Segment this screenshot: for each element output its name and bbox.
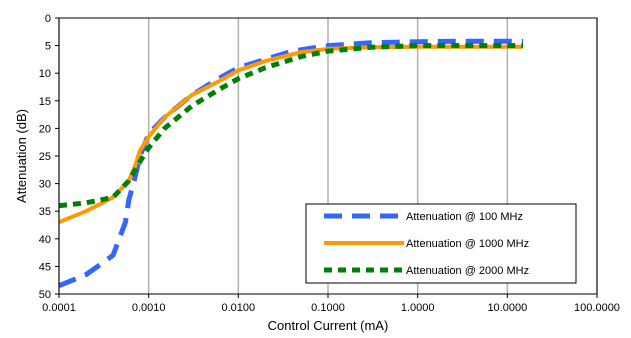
y-tick-label-0: 0 [45, 13, 51, 25]
x-tick-label-1: 0.0010 [132, 302, 166, 314]
series-line-2 [58, 43, 524, 209]
y-tick-label-8: 40 [39, 234, 51, 246]
legend-label-1: Attenuation @ 1000 MHz [406, 238, 529, 250]
legend: Attenuation @ 100 MHz Attenuation @ 1000 … [305, 203, 577, 284]
x-axis-title: Control Current (mA) [268, 318, 389, 333]
y-axis: 0 5 10 15 20 25 30 35 40 45 50 [39, 13, 59, 301]
y-tick-label-7: 35 [39, 206, 51, 218]
x-tick-label-0: 0.0001 [42, 302, 76, 314]
x-tick-label-6: 100.0000 [574, 302, 620, 314]
y-tick-label-4: 20 [39, 123, 51, 135]
y-tick-label-5: 25 [39, 151, 51, 163]
y-tick-label-9: 45 [39, 261, 51, 273]
x-axis: 0.0001 0.0010 0.0100 0.1000 1.0000 10.0000 100… [42, 294, 620, 314]
x-tick-label-2: 0.0100 [222, 302, 256, 314]
legend-label-2: Attenuation @ 2000 MHz [406, 265, 529, 277]
x-tick-label-3: 0.1000 [311, 302, 345, 314]
x-tick-label-5: 10.0000 [487, 302, 527, 314]
x-tick-label-4: 1.0000 [401, 302, 435, 314]
series-lines [58, 38, 524, 289]
y-tick-label-10: 50 [39, 289, 51, 301]
y-tick-label-3: 15 [39, 96, 51, 108]
y-tick-label-6: 30 [39, 179, 51, 191]
y-axis-title: Attenuation (dB) [14, 109, 29, 203]
legend-label-0: Attenuation @ 100 MHz [406, 211, 523, 223]
series-line-0 [58, 38, 524, 289]
y-tick-label-1: 5 [45, 41, 51, 53]
y-tick-label-2: 10 [39, 68, 51, 80]
